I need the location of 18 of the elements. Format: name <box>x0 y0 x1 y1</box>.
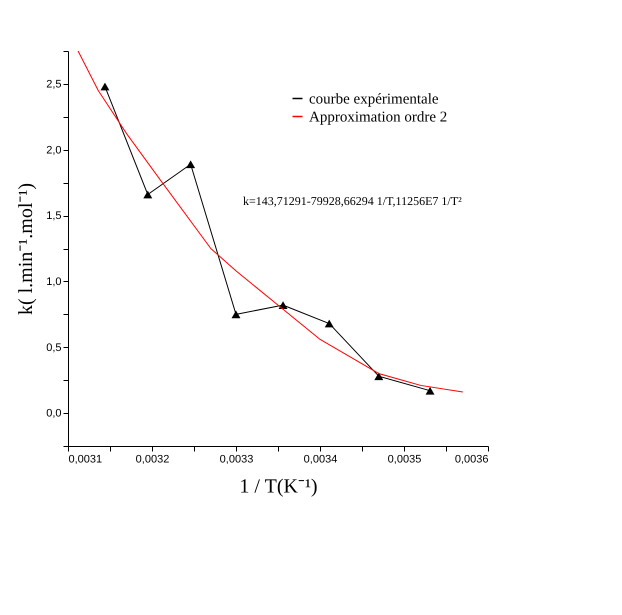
y-tick-label: 1,0 <box>46 276 62 288</box>
line-series <box>78 50 464 393</box>
y-axis-title: k( l.min⁻¹.mol⁻¹) <box>15 182 38 316</box>
legend-label: courbe expérimentale <box>309 92 439 108</box>
y-tick-label: 0,0 <box>46 408 62 420</box>
x-tick-label: 0,0035 <box>388 454 422 466</box>
x-tick-label: 0,0034 <box>304 454 338 466</box>
y-tick-label: 2,0 <box>46 144 62 156</box>
x-tick-label: 0,0032 <box>136 454 170 466</box>
legend-label: Approximation ordre 2 <box>309 110 448 126</box>
x-tick-label: 0,0031 <box>68 454 102 466</box>
x-axis-title: 1 / T(K⁻¹) <box>239 476 318 498</box>
x-tick-label: 0,0033 <box>220 454 254 466</box>
y-tick-label: 0,5 <box>46 342 62 354</box>
annotation: k=143,71291-79928,66294 1/T,11256E7 1/T² <box>243 194 462 208</box>
y-tick-label: 1,5 <box>46 210 62 222</box>
y-tick-label: 2,5 <box>46 78 62 90</box>
x-tick-label: 0,0036 <box>454 454 488 466</box>
